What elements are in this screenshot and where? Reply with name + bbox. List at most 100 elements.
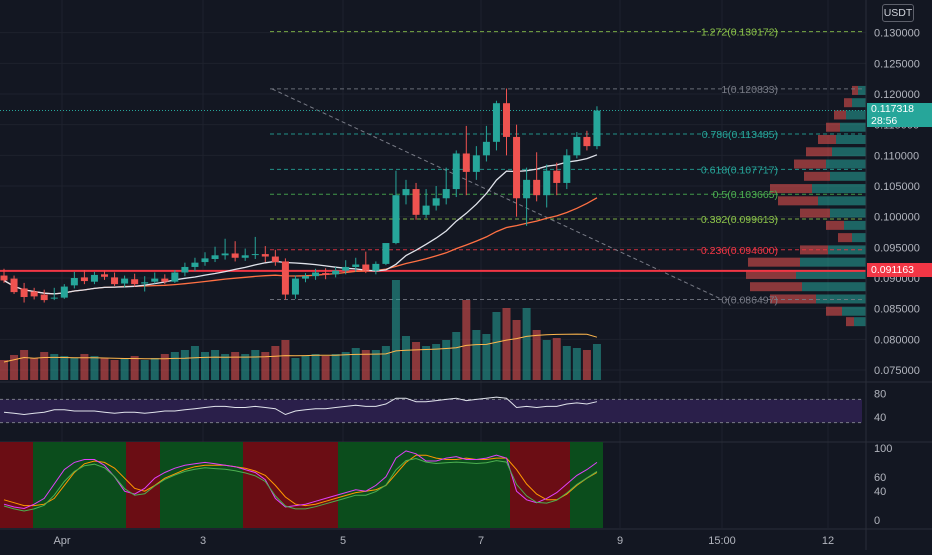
- volume-profile-bar: [818, 196, 866, 206]
- volume-bar: [110, 360, 119, 380]
- volume-bar: [190, 346, 199, 380]
- volume-profile-bar: [800, 257, 866, 267]
- rsi-pane: 80 40: [0, 381, 932, 424]
- stoch-axis-label: 40: [874, 486, 886, 498]
- volume-bar: [291, 358, 300, 380]
- candle-body: [462, 153, 470, 172]
- candle-body: [352, 264, 360, 267]
- volume-bar: [391, 280, 400, 380]
- fib-level-label: 1(0.120833): [721, 84, 778, 96]
- candle-body: [472, 155, 480, 172]
- candle-body: [432, 198, 440, 206]
- candle-body: [171, 272, 179, 282]
- stoch-axis-label: 0: [874, 515, 880, 527]
- fib-level-label: 0.382(0.099613): [701, 214, 778, 226]
- volume-profile-bar: [830, 171, 866, 181]
- volume-bar: [10, 355, 19, 380]
- unit-badge[interactable]: USDT: [882, 4, 914, 22]
- volume-bar: [170, 352, 179, 380]
- volume-bar: [20, 350, 29, 380]
- volume-profile-bar: [852, 233, 866, 243]
- time-axis-label: 5: [340, 535, 346, 547]
- candle-body: [492, 103, 500, 142]
- volume-bar: [271, 346, 280, 380]
- volume-profile-bar: [842, 306, 866, 316]
- candle-body: [0, 275, 8, 281]
- candle-body: [342, 266, 350, 271]
- candle-body: [553, 170, 561, 183]
- time-axis-label: 3: [200, 535, 206, 547]
- volume-bar: [381, 346, 390, 380]
- stoch-zone: [33, 442, 126, 528]
- volume-bar: [80, 354, 89, 380]
- candle-body: [382, 243, 390, 264]
- volume-profile-bar: [800, 245, 828, 255]
- volume-bar: [231, 352, 240, 380]
- candle-body: [362, 264, 370, 271]
- volume-bar: [311, 354, 320, 380]
- candle-body: [513, 136, 521, 199]
- volume-profile-bar: [826, 122, 840, 132]
- volume-bar: [562, 346, 571, 380]
- candle-body: [291, 278, 299, 295]
- volume-bar: [582, 350, 591, 380]
- fib-retracement: 1.272(0.130172) 1(0.120833) 0.786(0.113485…: [270, 27, 862, 306]
- volume-bar: [150, 358, 159, 380]
- candle-body: [201, 258, 209, 263]
- volume-bar: [522, 308, 531, 380]
- volume-profile: [746, 85, 866, 327]
- candle-body: [392, 195, 400, 244]
- candle-body: [161, 278, 169, 282]
- price-axis-label: 0.095000: [874, 242, 920, 254]
- candle-body: [261, 254, 269, 257]
- candle-body: [322, 273, 330, 275]
- candle-body: [181, 266, 189, 273]
- volume-profile-bar: [826, 220, 844, 230]
- candle-body: [281, 261, 289, 295]
- volume-bar: [532, 330, 541, 380]
- volume-profile-bar: [844, 98, 852, 108]
- stoch-axis-label: 60: [874, 472, 886, 484]
- candle-body: [593, 110, 601, 147]
- candle-body: [583, 136, 591, 147]
- fib-level-label: 0.5(0.103665): [713, 189, 778, 201]
- volume-bar: [100, 358, 109, 380]
- volume-bar: [140, 360, 149, 380]
- volume-bar: [321, 356, 330, 380]
- stochastic-pane: 100 60 40 0: [0, 441, 932, 528]
- volume-bar: [412, 342, 421, 380]
- rsi-axis-label: 40: [874, 412, 886, 424]
- price-axis-label: 0.130000: [874, 28, 920, 40]
- volume-bar: [30, 358, 39, 380]
- candles: [0, 88, 601, 303]
- fib-level-label: 0.236(0.094600): [701, 245, 778, 257]
- volume-profile-bar: [818, 135, 836, 144]
- volume-bars: [0, 280, 601, 380]
- volume-bar: [261, 352, 270, 380]
- stoch-zone: [510, 442, 570, 528]
- candle-body: [302, 276, 309, 279]
- volume-bar: [422, 346, 431, 380]
- volume-profile-bar: [846, 317, 854, 327]
- candle-body: [211, 255, 219, 259]
- price-axis-label: 0.080000: [874, 334, 920, 346]
- volume-profile-bar: [838, 233, 852, 243]
- volume-bar: [462, 300, 471, 380]
- price-axis-label: 0.120000: [874, 89, 920, 101]
- price-axis-label: 0.110000: [874, 150, 919, 162]
- volume-profile-bar: [802, 282, 866, 292]
- time-axis-label: 9: [617, 535, 623, 547]
- candle-body: [231, 253, 239, 258]
- volume-profile-bar: [804, 171, 830, 181]
- countdown-timer: 28:56: [871, 115, 898, 127]
- time-axis-label: 12: [822, 535, 834, 547]
- candle-body: [60, 286, 68, 298]
- candle-body: [191, 262, 199, 267]
- candle-body: [422, 205, 430, 215]
- volume-profile-bar: [796, 269, 866, 279]
- volume-bar: [592, 344, 601, 380]
- candle-body: [503, 103, 510, 137]
- candle-body: [80, 277, 88, 282]
- volume-bar: [351, 348, 360, 380]
